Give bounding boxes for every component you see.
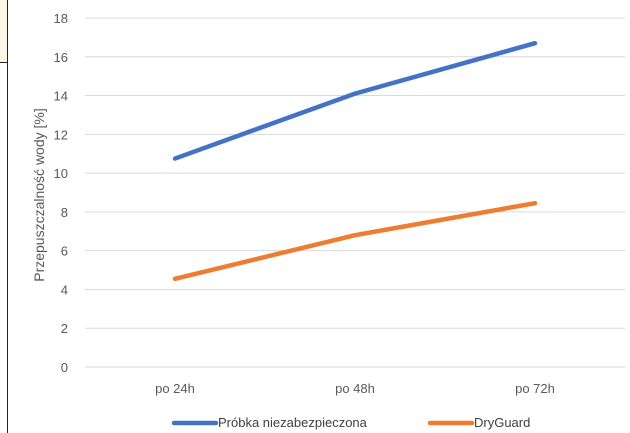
y-tick-label: 0 [61,360,68,375]
y-tick-label: 18 [54,11,68,26]
y-tick-label: 16 [54,50,68,65]
gridlines [85,17,625,368]
y-tick-label: 10 [54,166,68,181]
y-tick-label: 12 [54,127,68,142]
x-tick-label: po 72h [515,381,555,396]
y-axis-ticks: 0 2 4 6 8 10 12 14 16 18 [54,11,68,375]
x-axis-ticks: po 24h po 48h po 72h [155,381,555,396]
x-tick-label: po 48h [335,381,375,396]
y-tick-label: 4 [61,282,68,297]
series-line-0 [172,40,538,161]
legend-label-1: DryGuard [474,415,530,430]
window-frame-edge [7,62,8,433]
y-tick-label: 14 [54,89,68,104]
series-line-1 [172,200,538,282]
y-tick-label: 8 [61,205,68,220]
y-tick-label: 2 [61,321,68,336]
legend-label-0: Próbka niezabezpieczona [218,415,368,430]
y-axis-title: Przepuszczalność wody [%] [31,108,47,282]
x-tick-label: po 24h [155,381,195,396]
y-tick-label: 6 [61,244,68,259]
series-lines [172,40,538,282]
legend: Próbka niezabezpieczona DryGuard [171,415,530,430]
window-frame-corner [0,0,8,63]
